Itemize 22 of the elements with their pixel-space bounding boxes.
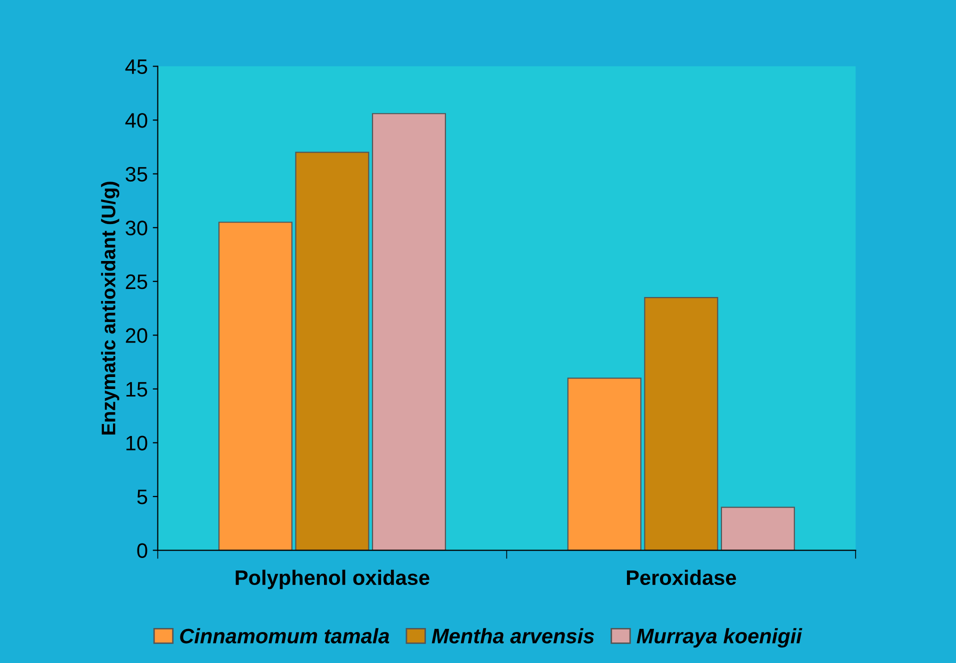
- legend-label: Cinnamomum tamala: [180, 628, 390, 644]
- bar: [644, 296, 718, 550]
- y-tick-label: 40: [125, 113, 148, 128]
- bar: [372, 113, 446, 550]
- y-tick-label: 45: [125, 60, 148, 74]
- bar: [567, 378, 642, 550]
- x-tick-label: Polyphenol oxidase: [236, 570, 430, 590]
- bar: [218, 222, 292, 550]
- y-tick-label: 30: [126, 220, 148, 236]
- y-tick-label: 35: [126, 166, 148, 182]
- bar: [295, 152, 370, 550]
- y-tick-label: 20: [126, 328, 148, 343]
- legend-label: Mentha arvensis: [432, 628, 594, 644]
- y-axis-title: Enzymatic antioxidant (U/g): [101, 182, 120, 434]
- y-tick-label: 10: [126, 436, 148, 450]
- x-tick-label: Peroxidase: [626, 570, 736, 586]
- y-tick-label: 0: [137, 543, 148, 558]
- y-tick-label: 25: [126, 274, 148, 290]
- y-tick-label: 5: [137, 490, 148, 504]
- y-tick-label: 15: [126, 382, 148, 397]
- bar: [720, 506, 795, 550]
- legend-label: Murraya koenigii: [636, 628, 802, 648]
